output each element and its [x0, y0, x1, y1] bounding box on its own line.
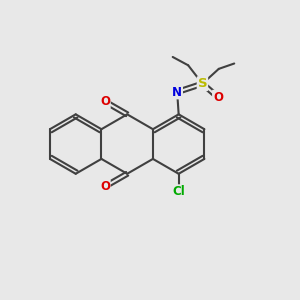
Text: Cl: Cl	[172, 185, 185, 198]
Text: N: N	[172, 85, 182, 98]
Text: O: O	[100, 180, 110, 193]
Text: O: O	[100, 95, 110, 108]
Text: O: O	[213, 91, 223, 103]
Text: S: S	[198, 77, 207, 90]
